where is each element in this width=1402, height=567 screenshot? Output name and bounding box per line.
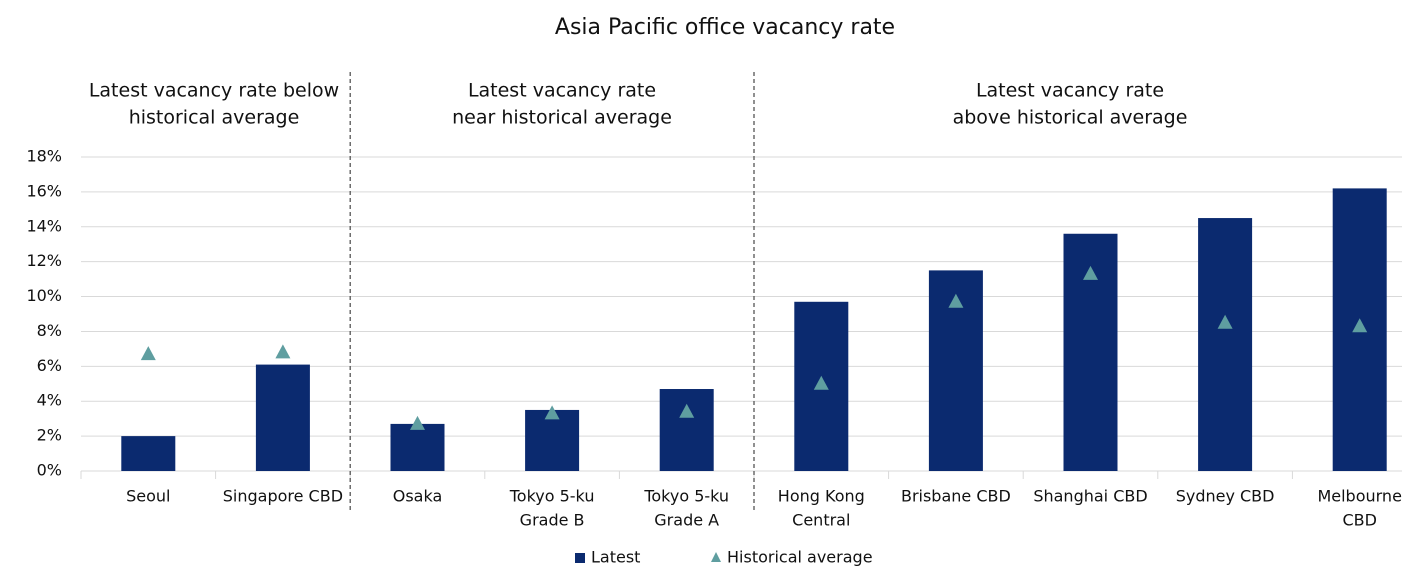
y-tick-label: 8% bbox=[37, 321, 62, 340]
group-label: Latest vacancy rate below bbox=[89, 80, 339, 102]
x-tick-label: Tokyo 5-ku bbox=[643, 487, 729, 506]
marker bbox=[679, 403, 695, 418]
marker bbox=[948, 293, 964, 308]
x-tick-label: Shanghai CBD bbox=[1033, 487, 1147, 506]
group-label: Latest vacancy rate bbox=[976, 80, 1164, 102]
chart-title: Asia Pacific office vacancy rate bbox=[555, 15, 895, 40]
group-label: near historical average bbox=[452, 107, 672, 129]
x-tick-label: Melbourne bbox=[1317, 487, 1401, 506]
y-tick-label: 4% bbox=[37, 391, 62, 410]
x-tick-label: Seoul bbox=[126, 487, 170, 506]
x-tick-label: Hong Kong bbox=[778, 487, 865, 506]
x-tick-label: Sydney CBD bbox=[1176, 487, 1275, 506]
x-tick-label: Brisbane CBD bbox=[901, 487, 1011, 506]
x-tick-label: Grade B bbox=[520, 511, 585, 530]
y-tick-label: 2% bbox=[37, 426, 62, 445]
y-tick-label: 0% bbox=[37, 461, 62, 480]
bar bbox=[255, 364, 310, 471]
marker bbox=[813, 375, 829, 390]
x-tick-label: Singapore CBD bbox=[223, 487, 343, 506]
group-label: historical average bbox=[129, 107, 300, 129]
marker bbox=[410, 415, 425, 430]
group-label: Latest vacancy rate bbox=[468, 80, 656, 102]
y-tick-label: 10% bbox=[26, 286, 62, 305]
marker bbox=[140, 346, 156, 361]
bar bbox=[390, 423, 445, 471]
x-tick-label: Grade A bbox=[654, 511, 719, 530]
legend-swatch bbox=[575, 553, 585, 563]
y-tick-label: 6% bbox=[37, 356, 62, 375]
y-tick-label: 16% bbox=[26, 181, 62, 200]
marker bbox=[544, 405, 560, 420]
x-tick-label: Central bbox=[792, 511, 850, 530]
bar bbox=[659, 389, 714, 471]
x-tick-label: Tokyo 5-ku bbox=[509, 487, 595, 506]
marker bbox=[1083, 265, 1098, 280]
y-tick-label: 18% bbox=[26, 147, 62, 166]
bar bbox=[121, 436, 176, 471]
y-tick-label: 14% bbox=[26, 216, 62, 235]
legend-label: Latest bbox=[591, 548, 640, 567]
marker bbox=[1352, 318, 1368, 333]
x-tick-label: Osaka bbox=[393, 487, 443, 506]
x-tick-label: CBD bbox=[1342, 511, 1376, 530]
marker bbox=[1217, 314, 1233, 329]
y-tick-label: 12% bbox=[26, 251, 62, 270]
marker bbox=[275, 344, 291, 359]
bar bbox=[525, 409, 580, 471]
legend-label: Historical average bbox=[727, 548, 873, 567]
group-label: above historical average bbox=[953, 107, 1188, 129]
bar bbox=[1198, 218, 1253, 471]
legend-swatch bbox=[711, 552, 721, 562]
